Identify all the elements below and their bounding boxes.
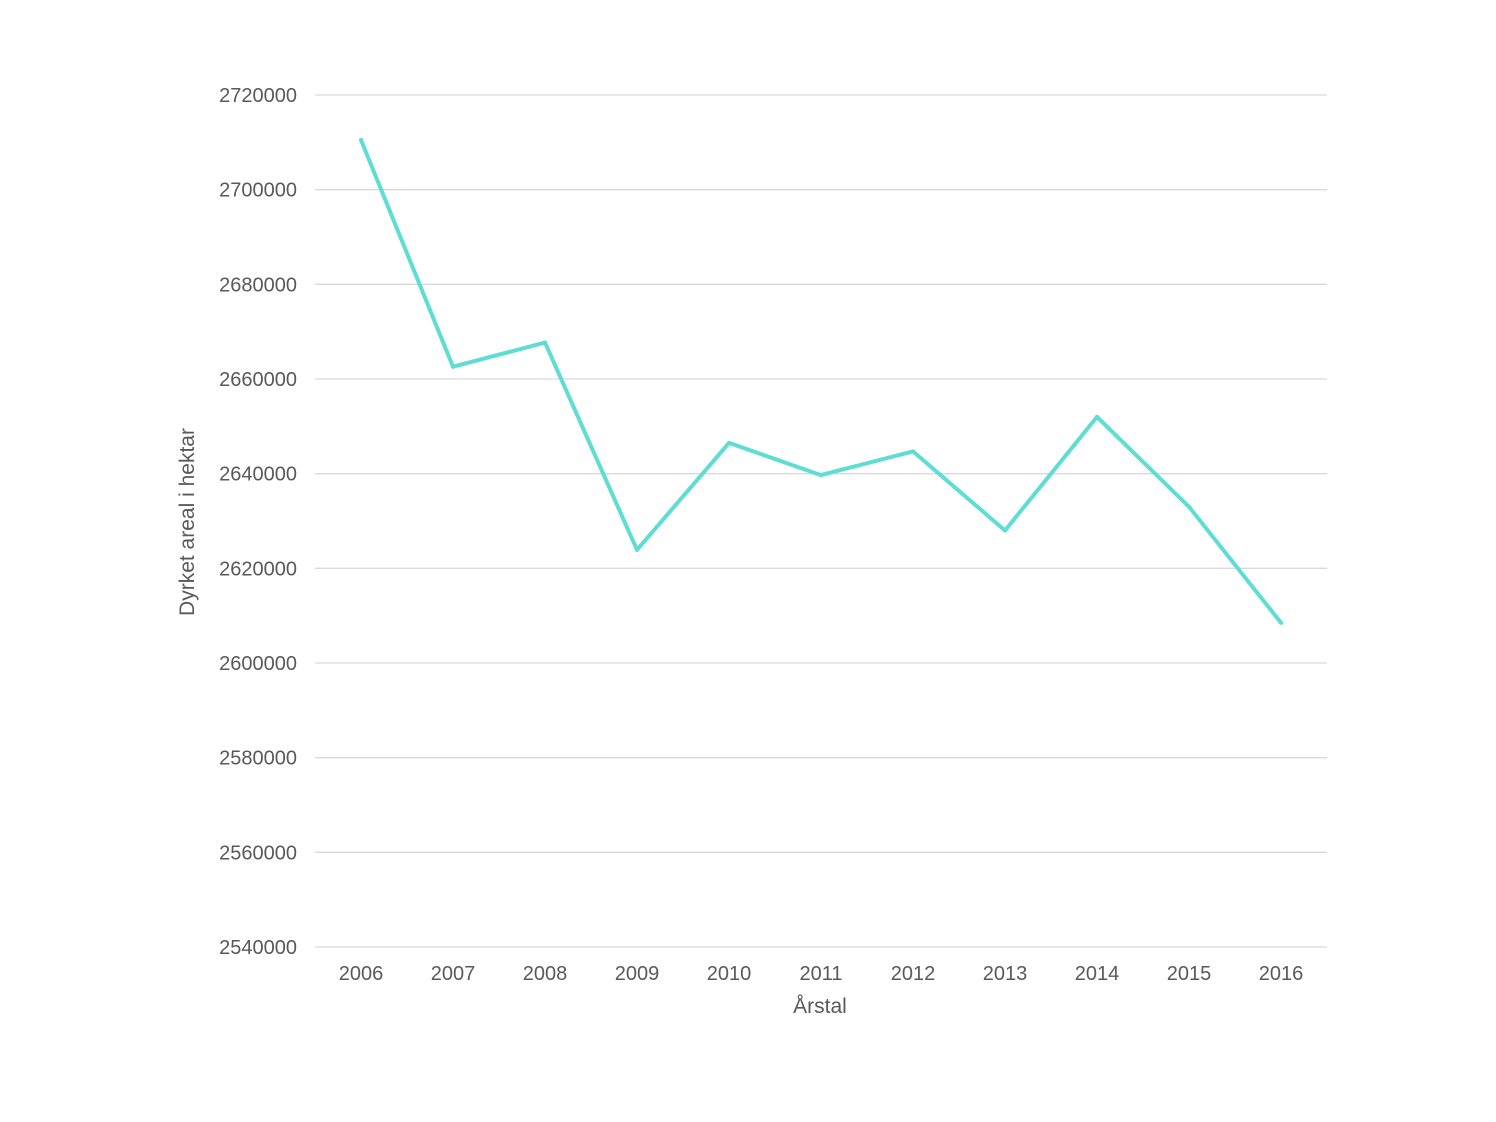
data-point (1095, 414, 1099, 419)
y-tick-label: 2560000 (219, 842, 297, 864)
x-tick-label: 2009 (615, 963, 660, 985)
data-point (727, 440, 731, 445)
x-tick-label: 2015 (1167, 963, 1212, 985)
data-point (543, 340, 547, 345)
y-tick-label: 2600000 (219, 653, 297, 675)
y-tick-label: 2700000 (219, 180, 297, 202)
x-tick-label: 2010 (707, 963, 752, 985)
data-point (1003, 528, 1007, 533)
series-lines (359, 137, 1283, 625)
data-point (359, 137, 363, 142)
data-point (819, 473, 823, 478)
data-point (1279, 620, 1283, 625)
x-tick-label: 2007 (431, 963, 476, 985)
y-tick-label: 2680000 (219, 274, 297, 296)
y-tick-label: 2640000 (219, 464, 297, 486)
x-tick-label: 2008 (523, 963, 568, 985)
x-tick-label: 2016 (1259, 963, 1304, 985)
y-tick-label: 2540000 (219, 937, 297, 959)
y-tick-label: 2660000 (219, 369, 297, 391)
x-tick-label: 2014 (1075, 963, 1120, 985)
x-tick-label: 2012 (891, 963, 936, 985)
y-axis-title: Dyrket areal i hektar (176, 428, 199, 616)
data-point (911, 449, 915, 454)
x-tick-label: 2013 (983, 963, 1028, 985)
x-tick-label: 2011 (799, 963, 842, 985)
series-line (359, 137, 1283, 625)
y-tick-label: 2720000 (219, 85, 297, 107)
x-axis-ticks: 2006 2007 2008 2009 2010 2011 2012 2013 2014 2015… (339, 963, 1304, 985)
y-tick-label: 2620000 (219, 558, 297, 580)
x-tick-label: 2006 (339, 963, 384, 985)
data-point (1187, 504, 1191, 509)
x-axis-title: Årstal (793, 995, 847, 1018)
y-tick-label: 2580000 (219, 748, 297, 770)
data-point (451, 364, 455, 369)
gridlines (315, 94, 1327, 948)
data-point (635, 547, 639, 552)
y-axis-ticks: 2540000 2560000 2580000 2600000 2620000 26400… (219, 85, 297, 959)
